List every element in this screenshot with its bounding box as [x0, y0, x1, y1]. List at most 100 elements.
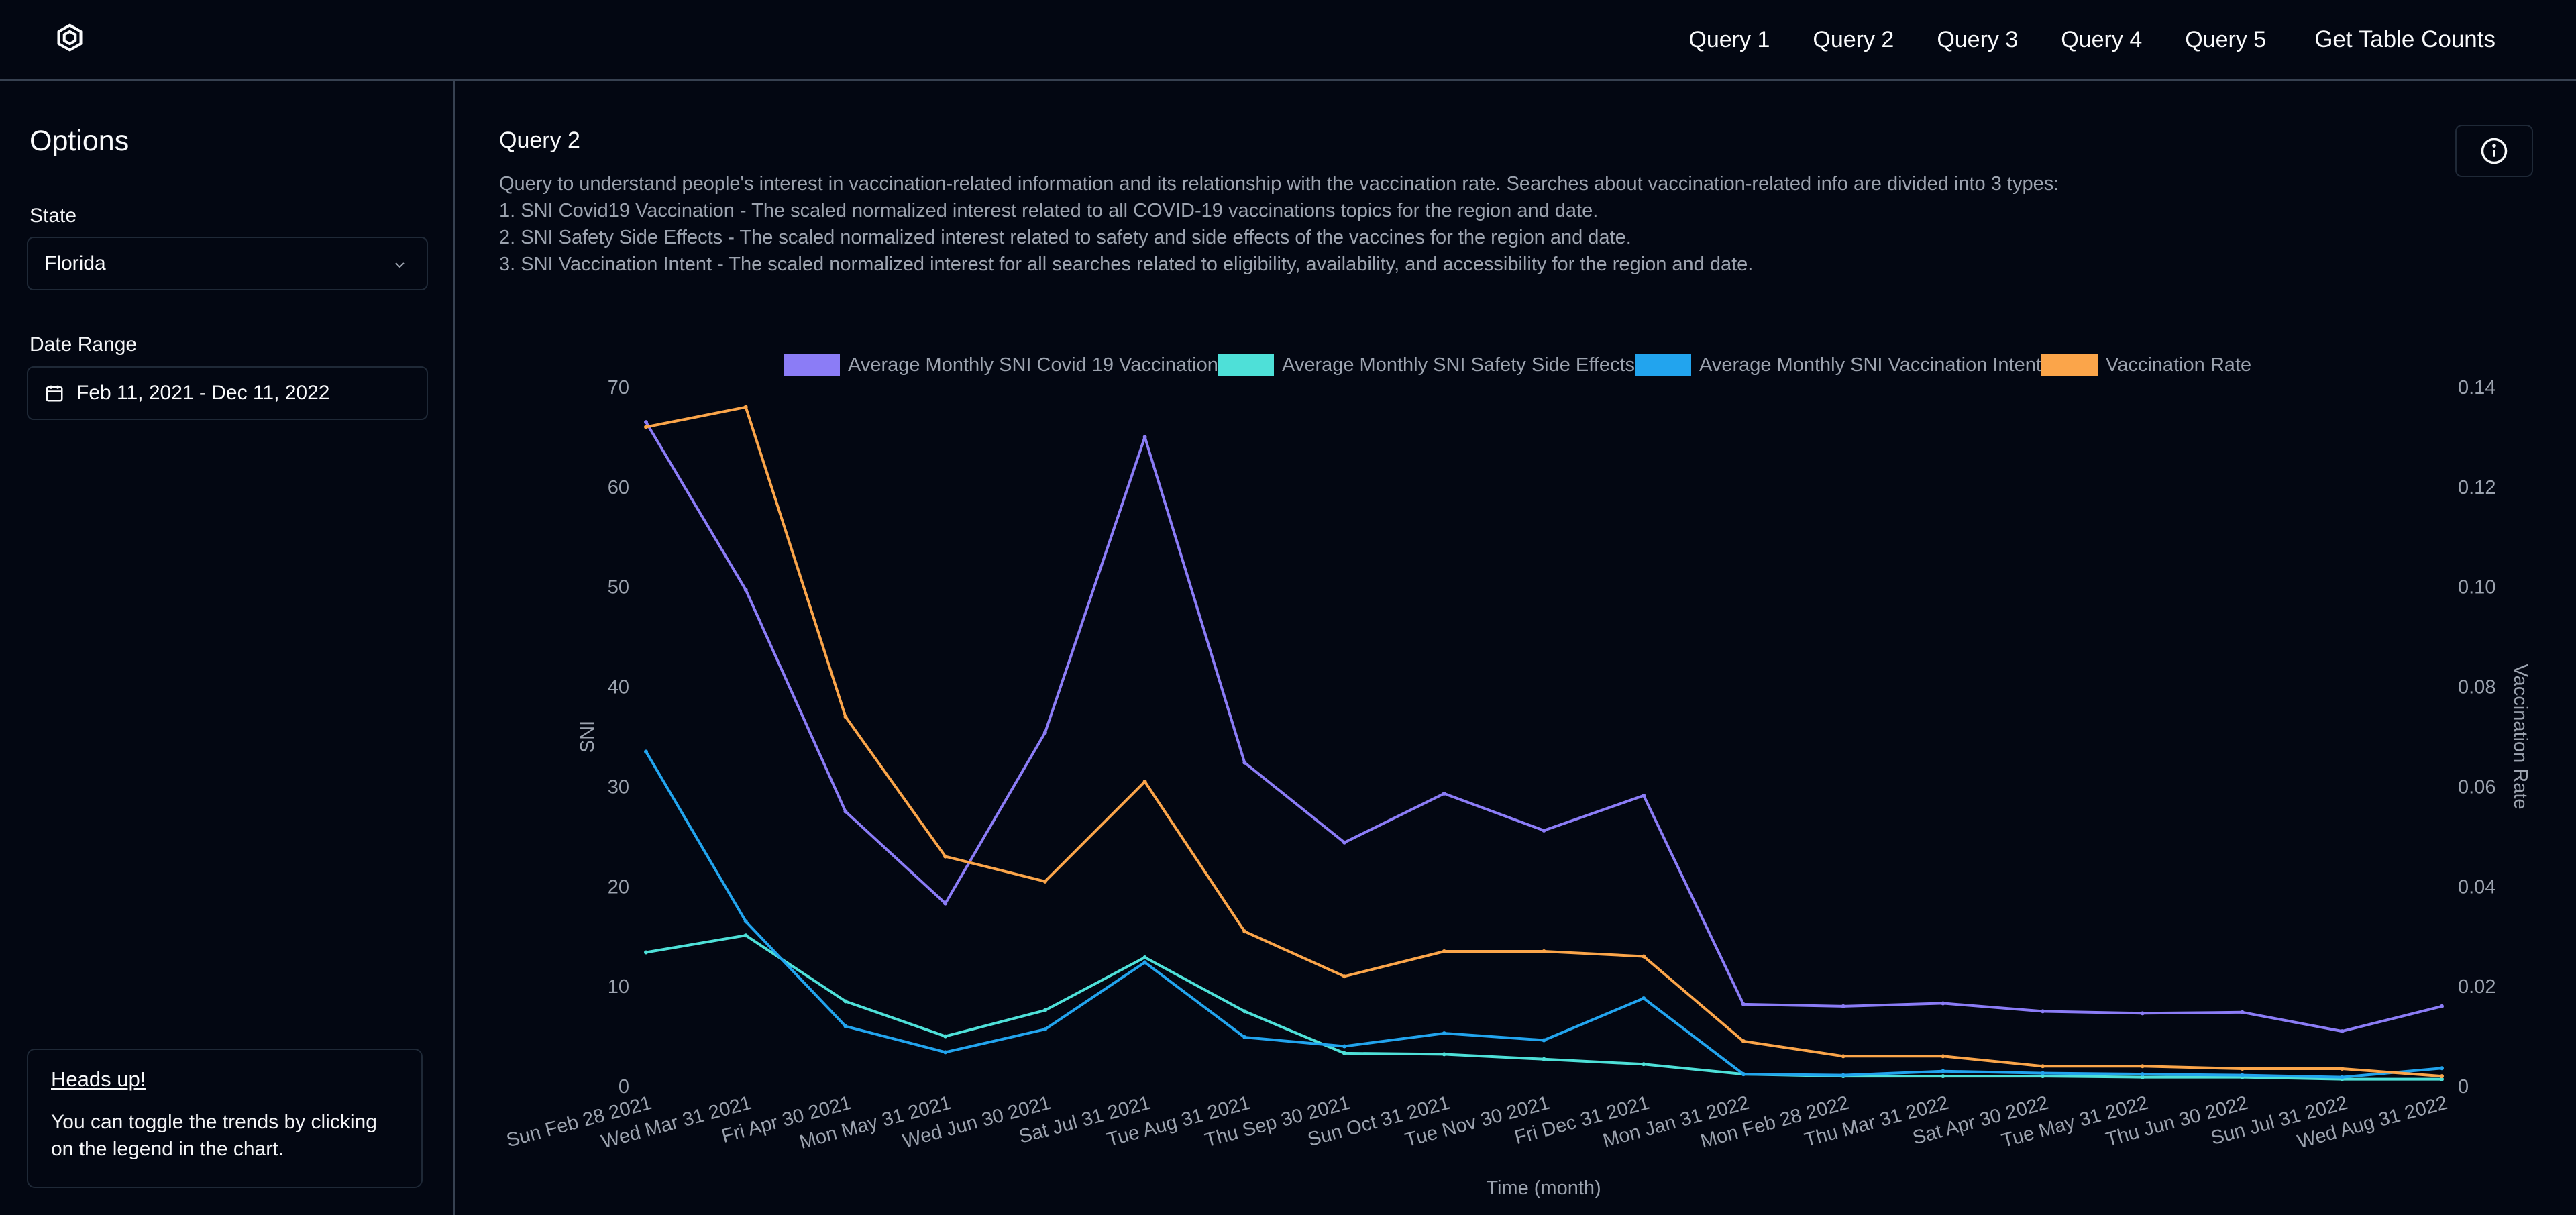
y2-tick-label: 0.12 — [2458, 477, 2496, 498]
data-point[interactable] — [1542, 1038, 1546, 1043]
data-point[interactable] — [2240, 1010, 2245, 1014]
legend-swatch[interactable] — [1218, 354, 1274, 376]
info-button[interactable] — [2455, 125, 2533, 177]
data-point[interactable] — [843, 999, 848, 1004]
nav-query-3[interactable]: Query 3 — [1937, 26, 2019, 52]
data-point[interactable] — [1941, 1001, 1945, 1006]
data-point[interactable] — [2440, 1077, 2444, 1081]
data-point[interactable] — [2340, 1066, 2345, 1071]
legend-swatch[interactable] — [1635, 354, 1691, 376]
legend-entry[interactable]: Average Monthly SNI Vaccination Intent — [1699, 354, 2041, 376]
data-point[interactable] — [644, 749, 648, 754]
data-point[interactable] — [1941, 1054, 1945, 1059]
legend-swatch[interactable] — [784, 354, 840, 376]
data-point[interactable] — [1042, 1027, 1047, 1032]
state-select[interactable]: Florida — [27, 237, 428, 290]
legend-swatch[interactable] — [2041, 354, 2098, 376]
data-point[interactable] — [943, 1034, 948, 1039]
nav-query-2[interactable]: Query 2 — [1813, 26, 1894, 52]
data-point[interactable] — [1542, 1057, 1546, 1061]
data-point[interactable] — [2340, 1029, 2345, 1034]
data-point[interactable] — [1941, 1074, 1945, 1079]
data-point[interactable] — [644, 420, 648, 425]
data-point[interactable] — [1841, 1004, 1845, 1008]
data-point[interactable] — [1242, 760, 1247, 765]
data-point[interactable] — [2140, 1064, 2145, 1069]
data-point[interactable] — [1242, 1009, 1247, 1014]
data-point[interactable] — [1642, 996, 1646, 1001]
data-point[interactable] — [1042, 879, 1047, 884]
data-point[interactable] — [1342, 1044, 1347, 1049]
cube-logo-icon[interactable] — [55, 23, 85, 52]
legend-entry[interactable]: Average Monthly SNI Covid 19 Vaccination — [848, 354, 1218, 376]
data-point[interactable] — [1242, 929, 1247, 934]
data-point[interactable] — [2041, 1074, 2045, 1079]
data-point[interactable] — [2140, 1072, 2145, 1077]
data-point[interactable] — [1642, 1062, 1646, 1067]
get-table-counts-button[interactable]: Get Table Counts — [2314, 26, 2496, 52]
data-point[interactable] — [2440, 1004, 2444, 1008]
data-point[interactable] — [2240, 1066, 2245, 1071]
data-point[interactable] — [1542, 828, 1546, 833]
page-title: Query 2 — [499, 127, 580, 153]
data-point[interactable] — [2340, 1075, 2345, 1079]
data-point[interactable] — [743, 405, 748, 409]
data-point[interactable] — [843, 809, 848, 814]
data-point[interactable] — [2440, 1066, 2444, 1071]
data-point[interactable] — [1841, 1073, 1845, 1077]
data-point[interactable] — [1342, 974, 1347, 979]
data-point[interactable] — [743, 933, 748, 938]
data-point[interactable] — [1342, 840, 1347, 845]
data-point[interactable] — [743, 588, 748, 592]
data-point[interactable] — [644, 950, 648, 955]
series-line-1[interactable] — [645, 421, 2443, 1033]
heads-up-title: Heads up! — [51, 1067, 146, 1091]
data-point[interactable] — [644, 425, 648, 429]
data-point[interactable] — [1741, 1039, 1746, 1044]
nav-query-5[interactable]: Query 5 — [2185, 26, 2267, 52]
data-point[interactable] — [1042, 731, 1047, 735]
y-tick-label: 60 — [608, 477, 629, 498]
data-point[interactable] — [1741, 1072, 1746, 1077]
data-point[interactable] — [1142, 779, 1147, 784]
data-point[interactable] — [1342, 1051, 1347, 1055]
data-point[interactable] — [2140, 1011, 2145, 1016]
data-point[interactable] — [2041, 1009, 2045, 1014]
legend-entry[interactable]: Average Monthly SNI Safety Side Effects — [1282, 354, 1635, 376]
data-point[interactable] — [1642, 954, 1646, 959]
data-point[interactable] — [1042, 1008, 1047, 1012]
data-point[interactable] — [2440, 1074, 2444, 1079]
data-point[interactable] — [1542, 949, 1546, 954]
date-range-picker[interactable]: Feb 11, 2021 - Dec 11, 2022 — [27, 366, 428, 420]
data-point[interactable] — [1242, 1035, 1247, 1040]
data-point[interactable] — [1442, 791, 1446, 796]
data-point[interactable] — [1442, 1052, 1446, 1057]
data-point[interactable] — [1741, 1002, 1746, 1006]
data-point[interactable] — [1642, 793, 1646, 798]
series-line-3[interactable] — [645, 751, 2443, 1079]
data-point[interactable] — [1142, 955, 1147, 959]
nav-query-4[interactable]: Query 4 — [2061, 26, 2143, 52]
data-point[interactable] — [2041, 1064, 2045, 1069]
data-point[interactable] — [1841, 1054, 1845, 1059]
data-point[interactable] — [743, 919, 748, 924]
data-point[interactable] — [1941, 1069, 1945, 1073]
data-point[interactable] — [2140, 1075, 2145, 1079]
data-point[interactable] — [943, 854, 948, 859]
y2-tick-label: 0 — [2458, 1076, 2469, 1098]
y-tick-label: 70 — [608, 377, 629, 399]
series-line-4[interactable] — [645, 405, 2443, 1078]
y-tick-label: 10 — [608, 976, 629, 998]
data-point[interactable] — [2041, 1071, 2045, 1075]
nav-query-1[interactable]: Query 1 — [1688, 26, 1770, 52]
data-point[interactable] — [943, 1050, 948, 1055]
data-point[interactable] — [1142, 960, 1147, 965]
data-point[interactable] — [1142, 435, 1147, 439]
data-point[interactable] — [1442, 1031, 1446, 1036]
data-point[interactable] — [1442, 949, 1446, 954]
data-point[interactable] — [943, 901, 948, 906]
legend-entry[interactable]: Vaccination Rate — [2106, 354, 2251, 376]
data-point[interactable] — [843, 1024, 848, 1028]
data-point[interactable] — [2240, 1073, 2245, 1077]
data-point[interactable] — [843, 715, 848, 719]
